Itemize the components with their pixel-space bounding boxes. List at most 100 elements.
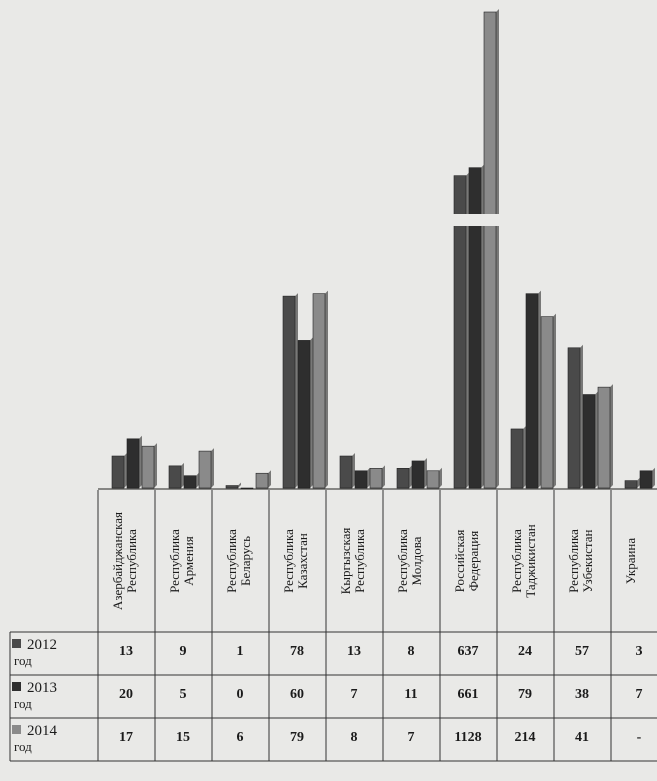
bar-side-2013-8 <box>595 391 598 488</box>
legend-2013: 2013 год <box>12 680 92 711</box>
value-cell-2014-5: 7 <box>407 730 415 745</box>
category-label-9: Украина <box>622 537 638 585</box>
axis-break-2012-6 <box>453 214 471 226</box>
bar-side-2012-3 <box>295 293 298 488</box>
axis-break-2013-6 <box>468 214 486 226</box>
category-label-3: Республика Казахстан <box>280 529 310 593</box>
value-cell-2013-2: 0 <box>236 687 244 702</box>
bar-2012-1 <box>168 465 182 489</box>
legend-year: 2014 <box>27 723 57 739</box>
value-cell-2012-2: 1 <box>236 644 244 659</box>
bar-side-2012-9 <box>637 477 640 488</box>
axis-break-2014-7 <box>540 214 558 226</box>
bar-side-2012-5 <box>409 465 412 488</box>
bar-2013-7 <box>525 293 539 489</box>
legend-swatch-2012 <box>12 639 21 648</box>
value-cell-2012-6: 637 <box>457 644 479 659</box>
bar-2013-3 <box>297 340 311 489</box>
bar-2012-2 <box>225 485 239 489</box>
bar-side-2012-2 <box>238 482 241 488</box>
category-label-6: Российская Федерация <box>451 529 481 593</box>
value-cell-2012-0: 13 <box>119 644 133 659</box>
bar-side-2014-5 <box>439 467 442 488</box>
bar-side-2014-2 <box>268 470 271 488</box>
legend-year: 2013 <box>27 680 57 696</box>
bar-2013-5 <box>411 460 425 489</box>
bar-2012-3 <box>282 295 296 489</box>
bar-2012-8 <box>567 347 581 489</box>
value-cell-2014-0: 17 <box>119 730 133 745</box>
bar-2013-0 <box>126 438 140 489</box>
bar-2012-7 <box>510 428 524 489</box>
value-cell-2013-7: 79 <box>518 687 532 702</box>
bar-2014-3 <box>312 293 326 489</box>
bar-2012-5 <box>396 468 410 489</box>
bar-side-2013-9 <box>652 467 655 488</box>
value-cell-2012-9: 3 <box>635 644 643 659</box>
bar-2014-7 <box>540 316 554 489</box>
bar-side-2013-2 <box>253 485 256 488</box>
value-cell-2014-7: 214 <box>514 730 536 745</box>
legend-2014: 2014 год <box>12 723 92 754</box>
value-cell-2013-0: 20 <box>119 687 133 702</box>
bar-2014-5 <box>426 470 440 489</box>
value-cell-2013-4: 7 <box>350 687 358 702</box>
bar-side-2013-1 <box>196 472 199 488</box>
bar-side-2012-6 <box>466 172 469 488</box>
bar-side-2012-1 <box>181 462 184 488</box>
value-cell-2013-1: 5 <box>179 687 187 702</box>
bar-2013-4 <box>354 470 368 489</box>
bar-2014-8 <box>597 386 611 489</box>
category-label-1: Республика Армения <box>166 529 196 593</box>
bar-side-2013-6 <box>481 164 484 488</box>
legend-swatch-2014 <box>12 725 21 734</box>
value-cell-2012-7: 24 <box>518 644 532 659</box>
bar-side-2012-0 <box>124 453 127 488</box>
category-label-4: Кыргызская Республика <box>337 527 367 595</box>
category-label-7: Республика Таджикистан <box>508 524 538 598</box>
bar-side-2014-8 <box>610 384 613 488</box>
bar-side-2014-0 <box>154 443 157 488</box>
value-cell-2013-6: 661 <box>457 687 479 702</box>
legend-swatch-2013 <box>12 682 21 691</box>
category-label-5: Республика Молдова <box>394 529 424 593</box>
bar-2014-1 <box>198 450 212 489</box>
value-cell-2014-3: 79 <box>290 730 304 745</box>
value-cell-2014-4: 8 <box>350 730 358 745</box>
bar-side-2013-5 <box>424 457 427 488</box>
bar-2013-9 <box>639 470 653 489</box>
legend-2012: 2012 год <box>12 637 92 668</box>
bar-side-2014-7 <box>553 313 556 488</box>
value-cell-2014-2: 6 <box>236 730 244 745</box>
bar-side-2012-8 <box>580 344 583 488</box>
value-cell-2012-3: 78 <box>290 644 304 659</box>
value-cell-2013-9: 7 <box>635 687 643 702</box>
bar-2013-1 <box>183 475 197 489</box>
bar-side-2013-7 <box>538 290 541 488</box>
category-label-2: Республика Беларусь <box>223 529 253 593</box>
bar-side-2014-3 <box>325 290 328 488</box>
legend-suffix: год <box>14 739 32 754</box>
bar-2013-8 <box>582 394 596 489</box>
value-cell-2012-5: 8 <box>407 644 415 659</box>
value-cell-2013-8: 38 <box>575 687 589 702</box>
legend-suffix: год <box>14 696 32 711</box>
value-cell-2012-8: 57 <box>575 644 589 659</box>
category-label-0: Азербайджанская Республика <box>109 511 139 611</box>
bar-side-2014-1 <box>211 448 214 488</box>
category-label-8: Республика Узбекистан <box>565 529 595 593</box>
bar-2012-0 <box>111 455 125 489</box>
bar-side-2013-3 <box>310 337 313 488</box>
legend-year: 2012 <box>27 637 57 653</box>
value-cell-2014-9: - <box>636 730 642 745</box>
bar-2012-9 <box>624 480 638 489</box>
bar-2014-0 <box>141 445 155 489</box>
bar-2012-4 <box>339 455 353 489</box>
bar-side-2014-6 <box>496 9 499 488</box>
bar-side-2014-4 <box>382 465 385 488</box>
legend-suffix: год <box>14 653 32 668</box>
bar-side-2013-0 <box>139 435 142 488</box>
bar-side-2012-4 <box>352 453 355 488</box>
